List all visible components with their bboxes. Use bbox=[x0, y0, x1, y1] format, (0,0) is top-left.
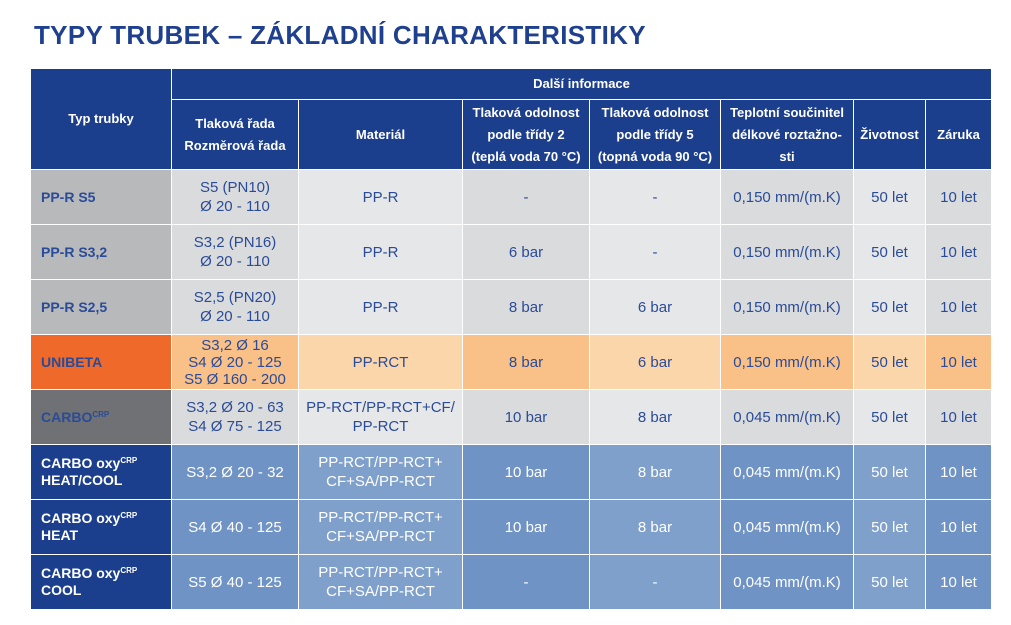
series-cell: S5 Ø 40 - 125 bbox=[171, 554, 299, 610]
col-header-class5: Tlaková odolnost podle třídy 5 (topná voda… bbox=[589, 99, 721, 170]
class2-cell: 10 bar bbox=[462, 499, 590, 555]
warranty-cell: 10 let bbox=[925, 444, 992, 500]
table-row: CARBO oxyCRP HEAT/COOL S3,2 Ø 20 - 32 PP-… bbox=[30, 444, 992, 500]
pipe-type-cell: PP-R S2,5 bbox=[30, 279, 172, 335]
table-row: CARBO oxyCRP COOL S5 Ø 40 - 125 PP-RCT/PP… bbox=[30, 554, 992, 610]
col-header-series: Tlaková řada Rozměrová řada bbox=[171, 99, 299, 170]
class2-cell: - bbox=[462, 554, 590, 610]
coefficient-cell: 0,150 mm/(m.K) bbox=[720, 279, 854, 335]
warranty-cell: 10 let bbox=[925, 554, 992, 610]
col-header-warranty: Záruka bbox=[925, 99, 992, 170]
class2-cell: 10 bar bbox=[462, 444, 590, 500]
pipe-type-cell: UNIBETA bbox=[30, 334, 172, 390]
series-cell: S3,2 Ø 20 - 63 S4 Ø 75 - 125 bbox=[171, 389, 299, 445]
coefficient-cell: 0,045 mm/(m.K) bbox=[720, 499, 854, 555]
warranty-cell: 10 let bbox=[925, 224, 992, 280]
material-cell: PP-R bbox=[298, 279, 463, 335]
material-cell: PP-R bbox=[298, 224, 463, 280]
warranty-cell: 10 let bbox=[925, 169, 992, 225]
table-row: UNIBETA S3,2 Ø 16 S4 Ø 20 - 125 S5 Ø 160 -… bbox=[30, 334, 992, 390]
col-header-type: Typ trubky bbox=[30, 68, 172, 170]
series-cell: S2,5 (PN20) Ø 20 - 110 bbox=[171, 279, 299, 335]
table-row: PP-R S3,2 S3,2 (PN16) Ø 20 - 110 PP-R 6 b… bbox=[30, 224, 992, 280]
pipe-type-cell: CARBO oxyCRP COOL bbox=[30, 554, 172, 610]
warranty-cell: 10 let bbox=[925, 279, 992, 335]
series-cell: S4 Ø 40 - 125 bbox=[171, 499, 299, 555]
pipe-type-cell: CARBO oxyCRP HEAT/COOL bbox=[30, 444, 172, 500]
warranty-cell: 10 let bbox=[925, 389, 992, 445]
table-body: PP-R S5 S5 (PN10) Ø 20 - 110 PP-R - - 0,1… bbox=[30, 169, 992, 610]
material-cell: PP-RCT bbox=[298, 334, 463, 390]
page-title: TYPY TRUBEK – ZÁKLADNÍ CHARAKTERISTIKY bbox=[34, 20, 646, 50]
pipe-type-cell: PP-R S5 bbox=[30, 169, 172, 225]
class5-cell: 6 bar bbox=[589, 334, 721, 390]
class5-cell: - bbox=[589, 554, 721, 610]
class5-cell: 8 bar bbox=[589, 389, 721, 445]
series-cell: S5 (PN10) Ø 20 - 110 bbox=[171, 169, 299, 225]
table-row: CARBO oxyCRP HEAT S4 Ø 40 - 125 PP-RCT/PP… bbox=[30, 499, 992, 555]
class5-cell: 6 bar bbox=[589, 279, 721, 335]
lifetime-cell: 50 let bbox=[853, 389, 926, 445]
table-row: PP-R S5 S5 (PN10) Ø 20 - 110 PP-R - - 0,1… bbox=[30, 169, 992, 225]
table-row: CARBOCRP S3,2 Ø 20 - 63 S4 Ø 75 - 125 PP-… bbox=[30, 389, 992, 445]
class5-cell: 8 bar bbox=[589, 444, 721, 500]
col-group-header: Další informace bbox=[171, 68, 992, 100]
class2-cell: 8 bar bbox=[462, 334, 590, 390]
lifetime-cell: 50 let bbox=[853, 224, 926, 280]
col-header-lifetime: Životnost bbox=[853, 99, 926, 170]
coefficient-cell: 0,045 mm/(m.K) bbox=[720, 554, 854, 610]
warranty-cell: 10 let bbox=[925, 334, 992, 390]
class2-cell: 8 bar bbox=[462, 279, 590, 335]
warranty-cell: 10 let bbox=[925, 499, 992, 555]
coefficient-cell: 0,150 mm/(m.K) bbox=[720, 169, 854, 225]
coefficient-cell: 0,045 mm/(m.K) bbox=[720, 444, 854, 500]
coefficient-cell: 0,150 mm/(m.K) bbox=[720, 334, 854, 390]
coefficient-cell: 0,045 mm/(m.K) bbox=[720, 389, 854, 445]
pipe-type-cell: PP-R S3,2 bbox=[30, 224, 172, 280]
class2-cell: 6 bar bbox=[462, 224, 590, 280]
series-cell: S3,2 Ø 20 - 32 bbox=[171, 444, 299, 500]
table-row: PP-R S2,5 S2,5 (PN20) Ø 20 - 110 PP-R 8 b… bbox=[30, 279, 992, 335]
pipe-type-cell: CARBOCRP bbox=[30, 389, 172, 445]
lifetime-cell: 50 let bbox=[853, 444, 926, 500]
pipe-types-table: Typ trubky Další informace Tlaková řada R… bbox=[30, 68, 992, 610]
class5-cell: 8 bar bbox=[589, 499, 721, 555]
lifetime-cell: 50 let bbox=[853, 279, 926, 335]
class2-cell: - bbox=[462, 169, 590, 225]
col-header-class2: Tlaková odolnost podle třídy 2 (teplá voda… bbox=[462, 99, 590, 170]
material-cell: PP-RCT/PP-RCT+ CF+SA/PP-RCT bbox=[298, 444, 463, 500]
lifetime-cell: 50 let bbox=[853, 334, 926, 390]
material-cell: PP-RCT/PP-RCT+CF/PP-RCT bbox=[298, 389, 463, 445]
series-cell: S3,2 Ø 16 S4 Ø 20 - 125 S5 Ø 160 - 200 bbox=[171, 334, 299, 390]
lifetime-cell: 50 let bbox=[853, 169, 926, 225]
pipe-type-cell: CARBO oxyCRP HEAT bbox=[30, 499, 172, 555]
class2-cell: 10 bar bbox=[462, 389, 590, 445]
material-cell: PP-RCT/PP-RCT+ CF+SA/PP-RCT bbox=[298, 554, 463, 610]
class5-cell: - bbox=[589, 169, 721, 225]
table-header: Typ trubky Další informace Tlaková řada R… bbox=[30, 68, 992, 170]
class5-cell: - bbox=[589, 224, 721, 280]
col-header-coefficient: Teplotní součinitel délkové roztažno-sti bbox=[720, 99, 854, 170]
lifetime-cell: 50 let bbox=[853, 554, 926, 610]
series-cell: S3,2 (PN16) Ø 20 - 110 bbox=[171, 224, 299, 280]
material-cell: PP-RCT/PP-RCT+ CF+SA/PP-RCT bbox=[298, 499, 463, 555]
coefficient-cell: 0,150 mm/(m.K) bbox=[720, 224, 854, 280]
material-cell: PP-R bbox=[298, 169, 463, 225]
lifetime-cell: 50 let bbox=[853, 499, 926, 555]
col-header-material: Materiál bbox=[298, 99, 463, 170]
